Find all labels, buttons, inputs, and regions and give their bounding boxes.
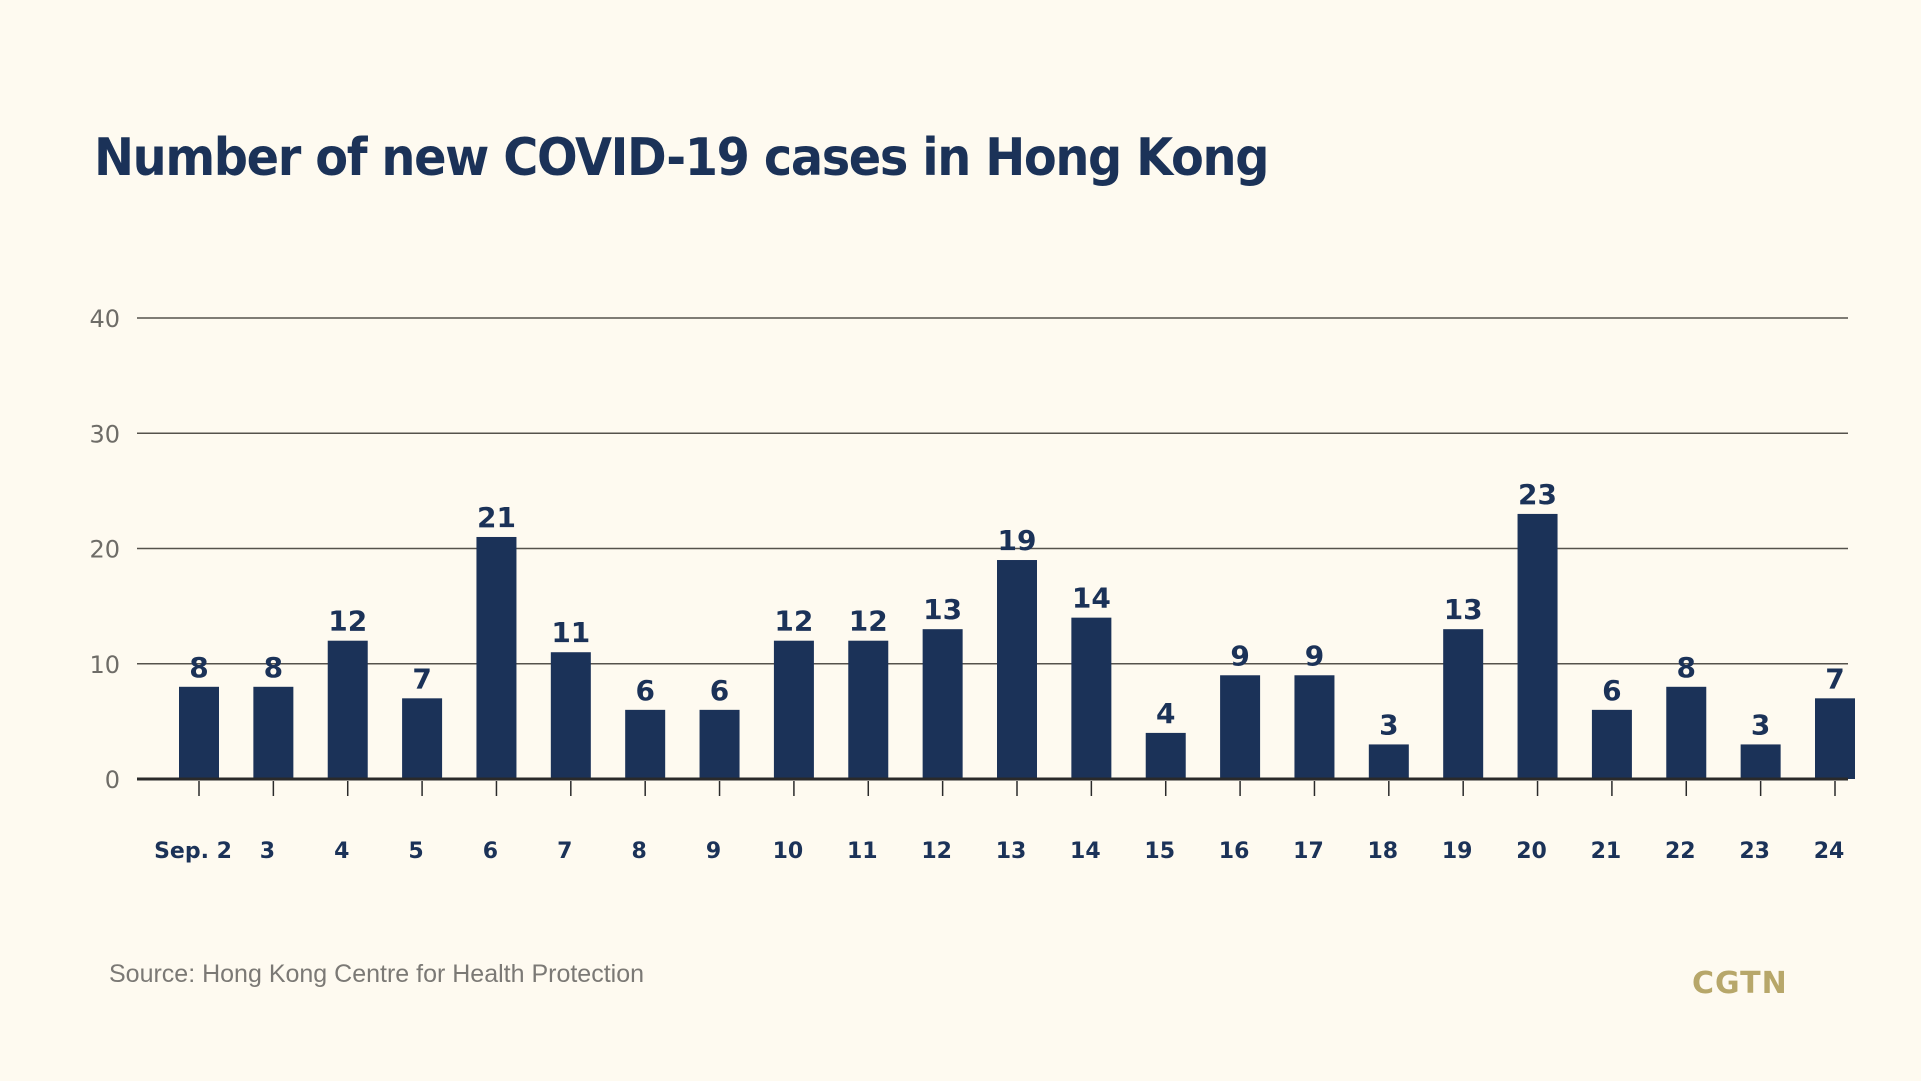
y-tick-label: 20: [89, 536, 120, 564]
x-tick-label: 10: [773, 839, 804, 864]
chart-title: Number of new COVID-19 cases in Hong Kon…: [94, 128, 1269, 188]
x-tick-label: 16: [1219, 839, 1250, 864]
bar: [625, 709, 666, 779]
value-label: 23: [1518, 478, 1557, 511]
source-note: Source: Hong Kong Centre for Health Prot…: [109, 960, 645, 988]
x-tick-label: 24: [1814, 839, 1845, 864]
x-tick-label: 15: [1144, 839, 1175, 864]
x-tick-label: 7: [557, 839, 572, 864]
bar: [476, 536, 517, 779]
x-tick-label: 22: [1665, 839, 1696, 864]
bar: [699, 709, 740, 779]
x-tick-label: 18: [1368, 839, 1399, 864]
value-label: 6: [710, 674, 729, 707]
value-label: 7: [412, 662, 431, 695]
bar: [1443, 629, 1484, 779]
y-tick-label: 30: [89, 420, 120, 448]
bar: [550, 652, 591, 779]
value-label: 6: [635, 674, 654, 707]
x-tick-label: 20: [1516, 839, 1547, 864]
x-axis-ticks: Sep. 2 3 4 5 6 7 8 9 10 11 12 13 14 15 16 17 18 19 20 21 22 2…: [154, 781, 1844, 864]
bar: [402, 698, 443, 779]
value-label: 3: [1751, 708, 1770, 741]
bar: [1591, 709, 1632, 779]
bar: [1294, 675, 1335, 779]
x-tick-label: 12: [921, 839, 952, 864]
bar: [1145, 732, 1186, 779]
x-tick-label: 21: [1591, 839, 1622, 864]
x-tick-label: 19: [1442, 839, 1473, 864]
bar: [1368, 744, 1409, 779]
x-tick-label: 9: [706, 839, 721, 864]
value-label: 14: [1072, 582, 1111, 615]
value-label: 11: [551, 616, 590, 649]
x-tick-label: 13: [996, 839, 1027, 864]
bar: [848, 640, 889, 779]
x-tick-label: 14: [1070, 839, 1101, 864]
bar: [1666, 686, 1707, 779]
x-tick-label: 8: [632, 839, 647, 864]
bar: [327, 640, 368, 779]
y-tick-label: 40: [89, 305, 120, 333]
x-tick-label: 23: [1739, 839, 1770, 864]
value-label: 3: [1379, 708, 1398, 741]
cgtn-logo: CGTN: [1692, 966, 1788, 1001]
value-label: 13: [923, 593, 962, 626]
value-label: 12: [774, 605, 813, 638]
value-label: 7: [1825, 662, 1844, 695]
bar: [1071, 617, 1112, 779]
gridlines: [137, 317, 1848, 665]
bar: [773, 640, 814, 779]
value-label: 9: [1230, 639, 1249, 672]
bar: [1517, 513, 1558, 779]
x-tick-label: 17: [1293, 839, 1324, 864]
y-axis-ticks: 0 10 20 30 40: [89, 305, 120, 794]
value-label: 6: [1602, 674, 1621, 707]
value-label: 8: [1677, 651, 1696, 684]
value-label: 12: [328, 605, 367, 638]
value-label: 12: [849, 605, 888, 638]
bar: [253, 686, 294, 779]
bar: [1815, 698, 1855, 779]
y-tick-label: 0: [105, 766, 120, 794]
value-label: 4: [1156, 697, 1175, 730]
value-label: 8: [189, 651, 208, 684]
x-tick-label: 11: [847, 839, 878, 864]
y-tick-label: 10: [89, 651, 120, 679]
value-label: 13: [1444, 593, 1483, 626]
x-tick-label: Sep. 2: [154, 839, 232, 864]
bar: [997, 560, 1037, 779]
value-label: 19: [998, 524, 1037, 557]
value-label: 8: [264, 651, 283, 684]
value-labels: 8 8 12 7 21 11 6 6 12 12 13 19 14 4 9 9 3 13 23 6 8 3 7: [189, 478, 1844, 742]
bar: [922, 629, 963, 779]
bar: [1220, 675, 1261, 779]
bars: [179, 513, 1855, 779]
x-tick-label: 4: [334, 839, 349, 864]
bar: [179, 686, 219, 779]
bar: [1740, 744, 1781, 779]
value-label: 9: [1305, 639, 1324, 672]
x-tick-label: 3: [260, 839, 275, 864]
x-tick-label: 6: [483, 839, 498, 864]
x-tick-label: 5: [408, 839, 423, 864]
value-label: 21: [477, 501, 516, 534]
